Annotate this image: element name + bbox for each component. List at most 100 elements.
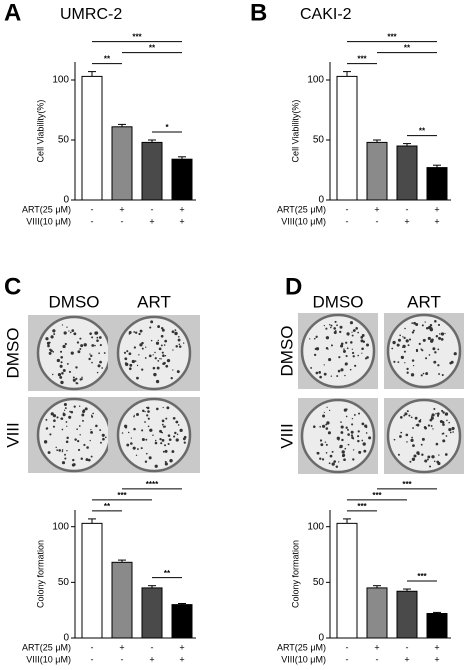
colony bbox=[326, 421, 330, 425]
colony bbox=[160, 334, 164, 338]
colony bbox=[156, 407, 159, 411]
colony bbox=[400, 355, 404, 360]
colony bbox=[170, 377, 173, 380]
colony bbox=[405, 433, 409, 437]
colony bbox=[154, 357, 157, 360]
colony bbox=[429, 324, 433, 327]
colony bbox=[61, 324, 64, 326]
row-label: DMSO bbox=[3, 328, 22, 379]
colony bbox=[168, 438, 172, 442]
y-tick-label: 50 bbox=[58, 135, 70, 146]
colony bbox=[364, 424, 368, 428]
colony bbox=[361, 334, 365, 337]
row-label: DMSO bbox=[277, 326, 296, 377]
colony bbox=[418, 419, 422, 423]
colony bbox=[345, 426, 348, 429]
colony bbox=[60, 361, 63, 364]
colony bbox=[56, 416, 59, 419]
treatment-level: - bbox=[346, 216, 349, 226]
colony bbox=[434, 320, 437, 323]
colony bbox=[178, 335, 180, 338]
colony bbox=[334, 320, 337, 323]
colony bbox=[350, 430, 354, 434]
colony bbox=[126, 443, 130, 447]
treatment-level: - bbox=[376, 654, 379, 664]
colony bbox=[427, 336, 431, 341]
treatment-level: + bbox=[179, 654, 184, 664]
colony bbox=[65, 421, 68, 423]
treatment-level: - bbox=[346, 204, 349, 214]
colony bbox=[318, 371, 322, 374]
colony bbox=[426, 458, 429, 461]
colony bbox=[66, 425, 68, 427]
colony bbox=[347, 443, 350, 446]
colony bbox=[320, 443, 324, 447]
colony bbox=[103, 352, 106, 354]
colony bbox=[323, 364, 325, 366]
colony bbox=[325, 443, 328, 446]
colony bbox=[360, 339, 364, 343]
colony bbox=[325, 347, 329, 350]
y-tick-label: 0 bbox=[318, 195, 324, 206]
colony bbox=[323, 325, 325, 327]
colony bbox=[136, 364, 139, 367]
colony bbox=[163, 344, 166, 346]
colony bbox=[73, 332, 77, 336]
colony bbox=[430, 416, 434, 420]
colony bbox=[410, 373, 415, 377]
treatment-level: - bbox=[121, 654, 124, 664]
colony bbox=[430, 425, 433, 427]
colony bbox=[405, 339, 409, 343]
treatment-level: - bbox=[406, 204, 409, 214]
colony bbox=[313, 425, 316, 428]
colony bbox=[364, 357, 368, 360]
colony bbox=[341, 438, 344, 442]
colony bbox=[87, 458, 91, 462]
colony bbox=[440, 332, 445, 336]
bar bbox=[366, 141, 388, 201]
colony bbox=[52, 414, 57, 418]
colony bbox=[350, 434, 354, 437]
colony bbox=[418, 342, 421, 345]
significance-label: ** bbox=[419, 127, 426, 136]
colony bbox=[340, 368, 344, 372]
colony bbox=[126, 350, 129, 353]
colony bbox=[80, 344, 84, 348]
colony bbox=[409, 460, 412, 463]
plate-dish bbox=[300, 398, 376, 474]
colony bbox=[449, 361, 453, 365]
colony bbox=[57, 373, 62, 377]
colony bbox=[145, 438, 148, 441]
colony bbox=[144, 411, 146, 413]
colony bbox=[128, 367, 132, 371]
colony bbox=[91, 361, 93, 364]
bar bbox=[111, 561, 133, 639]
colony bbox=[138, 332, 141, 336]
colony bbox=[135, 454, 138, 456]
colony bbox=[358, 412, 361, 415]
colony bbox=[452, 431, 454, 433]
colony bbox=[133, 331, 136, 333]
colony bbox=[52, 425, 55, 428]
colony bbox=[158, 347, 162, 351]
colony bbox=[148, 456, 152, 460]
colony bbox=[406, 441, 408, 443]
colony bbox=[136, 412, 140, 416]
colony bbox=[343, 348, 345, 350]
colony bbox=[156, 366, 160, 370]
colony bbox=[144, 357, 147, 359]
colony bbox=[178, 345, 182, 348]
colony bbox=[164, 462, 168, 466]
colony bbox=[316, 451, 320, 455]
colony bbox=[444, 453, 448, 456]
colony bbox=[144, 460, 148, 463]
colony bbox=[141, 341, 144, 345]
colony bbox=[399, 334, 401, 337]
colony bbox=[437, 364, 440, 367]
bar bbox=[141, 141, 163, 201]
treatment-level: - bbox=[91, 204, 94, 214]
colony bbox=[392, 340, 396, 345]
colony bbox=[161, 328, 165, 332]
colony bbox=[368, 436, 372, 440]
colony bbox=[420, 443, 423, 446]
